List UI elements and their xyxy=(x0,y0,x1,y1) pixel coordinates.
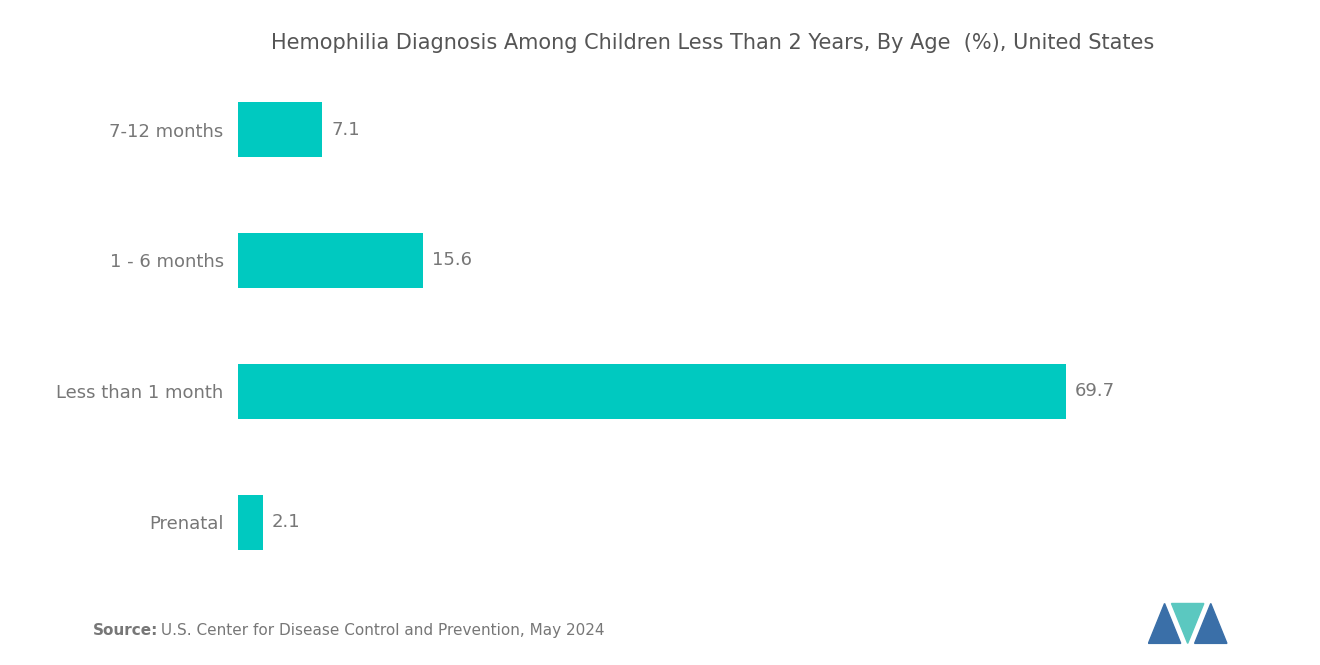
Text: 7.1: 7.1 xyxy=(331,120,360,138)
Text: 2.1: 2.1 xyxy=(272,513,301,531)
Text: 15.6: 15.6 xyxy=(433,251,473,269)
Polygon shape xyxy=(1195,604,1228,644)
Title: Hemophilia Diagnosis Among Children Less Than 2 Years, By Age  (%), United State: Hemophilia Diagnosis Among Children Less… xyxy=(271,33,1155,53)
Polygon shape xyxy=(1148,604,1180,644)
Bar xyxy=(238,495,263,549)
Bar xyxy=(238,102,322,157)
Bar xyxy=(238,233,422,288)
Text: Source:: Source: xyxy=(92,623,158,638)
Polygon shape xyxy=(1172,604,1204,644)
Text: 69.7: 69.7 xyxy=(1074,382,1115,400)
Text: U.S. Center for Disease Control and Prevention, May 2024: U.S. Center for Disease Control and Prev… xyxy=(156,623,605,638)
Bar xyxy=(238,364,1065,419)
